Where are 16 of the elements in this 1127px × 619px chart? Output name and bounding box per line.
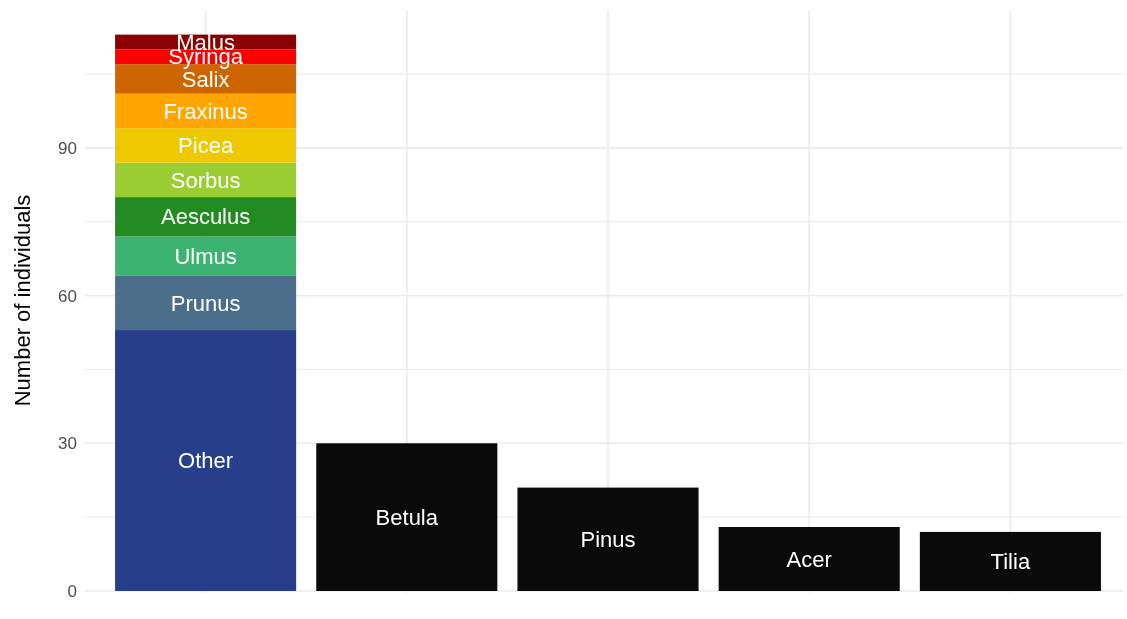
y-tick-label: 90 xyxy=(58,138,77,158)
series-label: Other xyxy=(178,448,234,474)
series-label: Aesculus xyxy=(160,204,251,230)
y-axis-title: Number of individuals xyxy=(10,194,35,407)
series-label: Betula xyxy=(375,504,439,530)
series-label: Sorbus xyxy=(170,167,241,193)
y-tick-label: 0 xyxy=(67,581,77,601)
series-label: Prunus xyxy=(170,290,241,316)
series-label: Ulmus xyxy=(174,243,237,269)
series-label: Fraxinus xyxy=(163,98,248,124)
series-label: Acer xyxy=(786,546,832,572)
series-label: Picea xyxy=(178,133,234,159)
y-tick-label: 30 xyxy=(58,434,77,454)
y-tick-label: 60 xyxy=(58,286,77,306)
series-label: Tilia xyxy=(990,549,1031,575)
series-label: Pinus xyxy=(580,527,636,552)
